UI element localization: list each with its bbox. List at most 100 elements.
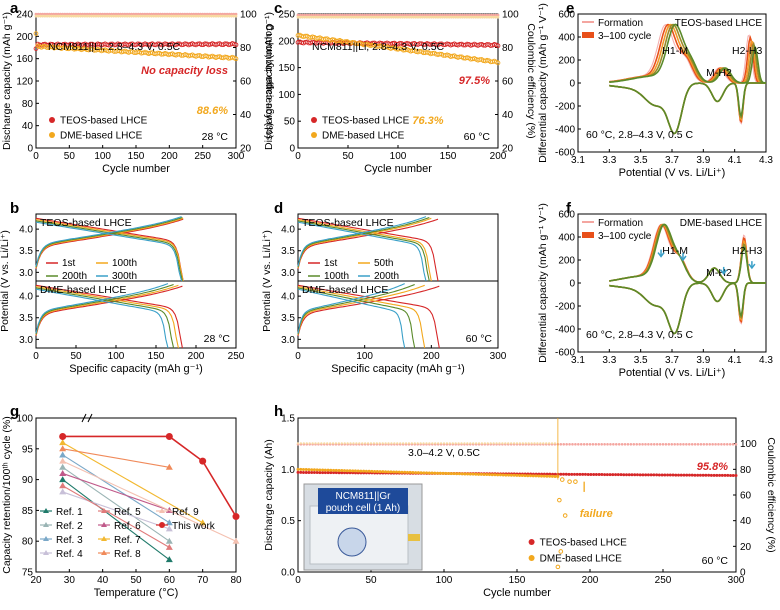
series-line <box>62 442 203 524</box>
ce-point <box>376 15 380 19</box>
ce-point <box>463 15 467 19</box>
panel-label: e <box>566 0 574 17</box>
ce-point <box>376 13 380 17</box>
y-tick-label: 0 <box>569 279 575 290</box>
ce-point <box>614 443 618 446</box>
y-tick-label: 20 <box>740 542 752 553</box>
y-tick-label: 1.5 <box>281 414 295 425</box>
ce-point <box>119 12 122 16</box>
capacity-point <box>605 473 609 477</box>
x-axis-title: Cycle number <box>364 163 432 175</box>
ce-point <box>483 15 487 19</box>
x-tick-label: 3.9 <box>696 155 710 166</box>
ce-point <box>76 14 80 18</box>
y-tick-label: 60 <box>240 77 252 88</box>
capacity-point <box>356 469 360 473</box>
x-tick-label: 150 <box>509 575 526 586</box>
ce-point <box>405 13 409 17</box>
x-tick-label: 40 <box>97 575 109 586</box>
ce-point <box>105 14 109 18</box>
y-tick-label: -600 <box>555 348 575 359</box>
ce-point <box>372 15 375 19</box>
peak-label: M-H2 <box>706 267 732 279</box>
y2-axis-title: Coulombic efficiency (%) <box>525 23 537 138</box>
inset-title-line: NCM811||Gr <box>335 491 391 502</box>
ce-point <box>296 442 300 445</box>
ce-point <box>74 14 78 18</box>
retention-annotation: 95.8% <box>697 461 728 473</box>
ce-point <box>401 13 404 17</box>
ce-point <box>74 12 78 16</box>
cell-condition: 60 °C, 2.8–4.3 V, 0.5 C <box>586 129 694 141</box>
ce-point <box>125 14 129 18</box>
ce-point <box>361 15 364 19</box>
ce-point <box>423 13 427 17</box>
ce-point <box>67 14 71 18</box>
capacity-point <box>397 470 401 474</box>
ce-point <box>638 443 641 446</box>
trend-arrow-head <box>748 263 756 270</box>
capacity-point <box>685 473 689 477</box>
ce-point <box>314 13 318 17</box>
ce-point <box>399 442 402 445</box>
ce-point <box>495 442 498 445</box>
ce-point <box>378 15 382 19</box>
capacity-point <box>674 473 678 477</box>
ce-point <box>714 443 717 446</box>
ce-point <box>343 15 347 19</box>
ce-point <box>372 13 375 17</box>
series-line <box>62 491 170 530</box>
capacity-point <box>403 470 407 474</box>
ce-point <box>343 442 346 445</box>
discharge-curve <box>35 287 175 349</box>
x-tick-label: 4.1 <box>728 155 742 166</box>
ce-point <box>196 12 200 16</box>
ce-point <box>207 14 211 18</box>
ce-point <box>311 442 314 445</box>
ce-point <box>223 12 227 16</box>
series-line <box>62 472 170 511</box>
ce-point <box>56 14 60 18</box>
ce-point <box>454 442 457 445</box>
capacity-point <box>633 473 637 477</box>
ce-point <box>338 15 342 19</box>
ce-point <box>498 442 501 445</box>
capacity-point <box>307 470 311 474</box>
ce-point <box>476 15 480 19</box>
ce-point <box>409 15 413 19</box>
capacity-point <box>592 472 596 476</box>
x-tick-label: 3.7 <box>665 155 679 166</box>
ce-point <box>130 12 133 16</box>
ce-point <box>449 13 453 17</box>
capacity-point <box>326 471 330 475</box>
capacity-point <box>493 473 497 477</box>
x-tick-label: 0 <box>295 151 301 162</box>
y-tick-label: 150 <box>278 63 295 74</box>
capacity-point <box>337 468 341 472</box>
capacity-point <box>707 473 711 477</box>
y-tick-label: -600 <box>555 148 575 159</box>
ce-point <box>582 443 586 446</box>
y-tick-label: 120 <box>16 77 33 88</box>
legend-label: 3–100 cycle <box>598 231 652 242</box>
ce-point <box>673 443 676 446</box>
capacity-point <box>509 473 513 477</box>
ce-point <box>507 442 510 445</box>
ce-point <box>483 442 486 445</box>
ce-point <box>296 13 300 17</box>
ce-point <box>323 15 327 19</box>
ce-point <box>34 14 38 18</box>
legend-label: Ref. 1 <box>56 507 83 518</box>
y-tick-label: 100 <box>16 414 33 425</box>
ce-point <box>465 15 469 19</box>
ce-point <box>617 443 621 446</box>
capacity-point <box>348 469 352 473</box>
x-tick-label: 50 <box>64 151 76 162</box>
ce-point <box>456 13 460 17</box>
capacity-point <box>553 474 557 478</box>
ce-point <box>36 14 40 18</box>
ce-point <box>530 442 533 445</box>
capacity-point <box>649 473 653 477</box>
legend-marker <box>43 550 49 555</box>
